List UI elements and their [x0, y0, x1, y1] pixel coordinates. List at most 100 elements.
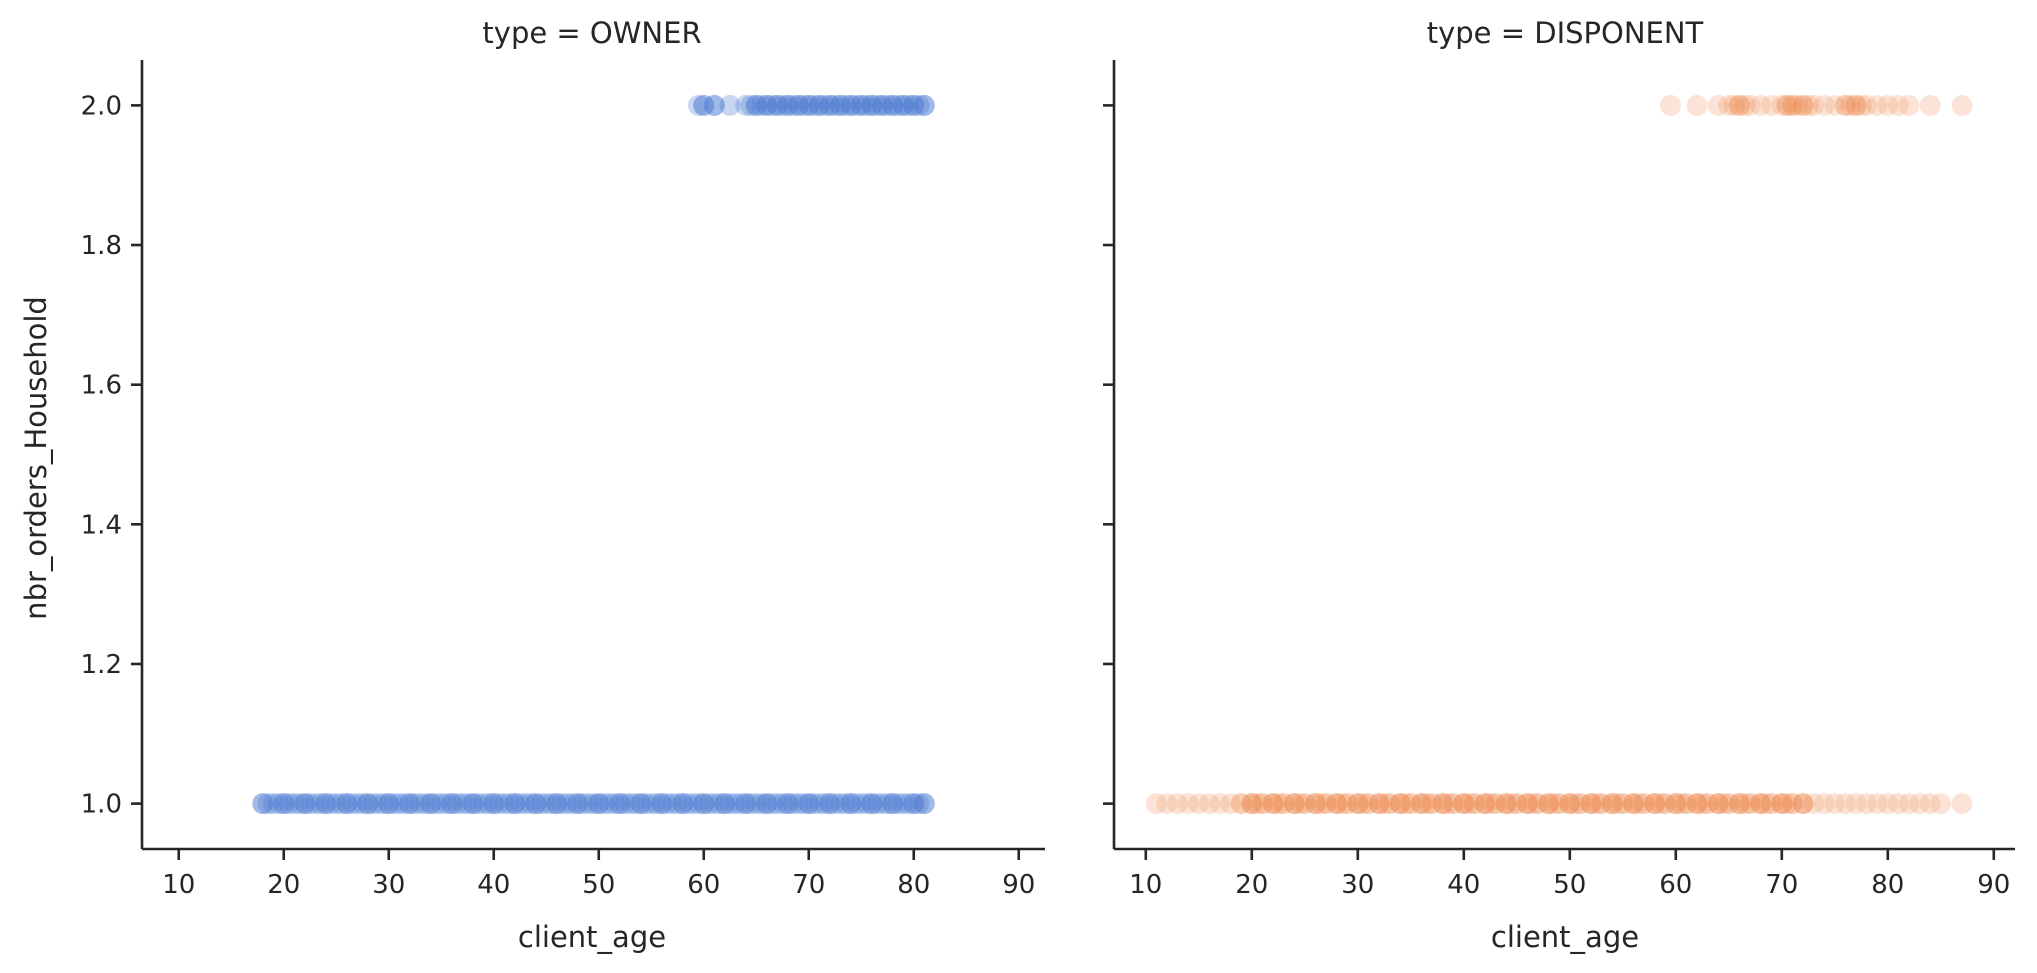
- disponent-point: [1739, 793, 1761, 815]
- owner-point: [541, 793, 562, 815]
- disponent-point: [1495, 793, 1517, 815]
- owner-point: [703, 94, 725, 116]
- owner-point: [388, 793, 410, 815]
- disponent-x-tick-label: 90: [1977, 870, 2010, 900]
- disponent-point: [1538, 793, 1560, 815]
- disponent-point: [1395, 793, 1416, 815]
- owner-point: [294, 793, 316, 815]
- disponent-point: [1368, 793, 1390, 815]
- disponent-point: [1241, 793, 1263, 815]
- owner-point: [483, 793, 505, 815]
- owner-point: [672, 793, 694, 815]
- owner-point: [850, 793, 872, 815]
- owner-point: [735, 94, 757, 116]
- owner-point: [766, 94, 788, 116]
- disponent-point: [1686, 793, 1708, 815]
- owner-x-tick-label: 40: [477, 870, 510, 900]
- owner-point: [745, 94, 767, 116]
- owner-point: [483, 793, 505, 815]
- disponent-x-tick-label: 10: [1129, 870, 1162, 900]
- owner-point: [772, 94, 793, 116]
- disponent-point: [1739, 793, 1761, 815]
- owner-point: [866, 94, 888, 116]
- owner-point: [425, 793, 447, 815]
- disponent-point: [1379, 793, 1401, 815]
- disponent-point: [1686, 94, 1708, 116]
- owner-point: [651, 793, 673, 815]
- owner-point: [751, 793, 772, 815]
- owner-point: [793, 94, 814, 116]
- owner-point: [656, 793, 678, 815]
- owner-point: [808, 94, 830, 116]
- owner-x-tick-label: 80: [897, 870, 930, 900]
- disponent-point: [1787, 94, 1809, 116]
- owner-point: [724, 793, 746, 815]
- owner-point: [903, 793, 925, 815]
- owner-point: [646, 793, 667, 815]
- disponent-point: [1670, 793, 1692, 815]
- owner-point: [378, 793, 400, 815]
- disponent-point: [1813, 94, 1835, 116]
- disponent-point: [1145, 793, 1167, 815]
- owner-point: [478, 793, 499, 815]
- disponent-point: [1776, 793, 1798, 815]
- disponent-point: [1644, 793, 1666, 815]
- owner-point: [693, 793, 715, 815]
- owner-point: [436, 793, 457, 815]
- disponent-point: [1622, 793, 1644, 815]
- disponent-point: [1612, 793, 1634, 815]
- disponent-point: [1357, 793, 1379, 815]
- owner-y-tick-label: 1.4: [81, 510, 122, 540]
- owner-point: [693, 94, 715, 116]
- owner-point: [882, 94, 904, 116]
- disponent-point: [1548, 793, 1570, 815]
- disponent-point: [1368, 793, 1390, 815]
- owner-point: [835, 793, 856, 815]
- owner-point: [840, 94, 862, 116]
- owner-point: [824, 94, 846, 116]
- owner-point: [877, 94, 898, 116]
- disponent-point: [1527, 793, 1549, 815]
- owner-x-tick-label: 90: [1002, 870, 1035, 900]
- owner-point: [546, 793, 568, 815]
- disponent-point: [1797, 94, 1819, 116]
- disponent-point: [1294, 793, 1316, 815]
- disponent-point: [1495, 793, 1517, 815]
- owner-point: [593, 793, 615, 815]
- owner-point: [493, 793, 515, 815]
- disponent-point: [1792, 793, 1814, 815]
- disponent-point: [1919, 94, 1941, 116]
- disponent-x-tick-label: 50: [1553, 870, 1586, 900]
- disponent-x-tick-label: 70: [1765, 870, 1798, 900]
- owner-point: [861, 793, 883, 815]
- owner-point: [289, 793, 310, 815]
- owner-point: [808, 793, 830, 815]
- owner-point: [871, 94, 893, 116]
- disponent-point: [1273, 793, 1295, 815]
- disponent-point: [1347, 793, 1369, 815]
- disponent-point: [1707, 793, 1729, 815]
- disponent-point: [1803, 793, 1825, 815]
- disponent-point: [1792, 94, 1814, 116]
- owner-point: [462, 793, 484, 815]
- disponent-point: [1601, 793, 1623, 815]
- owner-point: [829, 94, 851, 116]
- owner-y-tick-label: 1.6: [81, 371, 122, 401]
- disponent-point: [1750, 94, 1772, 116]
- disponent-point: [1389, 793, 1411, 815]
- disponent-point: [1188, 793, 1210, 815]
- y-axis-title: nbr_orders_Household: [19, 296, 53, 620]
- owner-point: [661, 793, 683, 815]
- owner-point: [840, 793, 862, 815]
- owner-point: [383, 793, 405, 815]
- disponent-point: [1400, 793, 1422, 815]
- owner-point: [514, 793, 536, 815]
- disponent-point: [1644, 793, 1666, 815]
- owner-point: [252, 793, 274, 815]
- disponent-point: [1707, 94, 1729, 116]
- panel-title-disponent: type = DISPONENT: [1427, 16, 1704, 50]
- disponent-point: [1516, 793, 1538, 815]
- owner-point: [856, 793, 877, 815]
- owner-point: [583, 793, 604, 815]
